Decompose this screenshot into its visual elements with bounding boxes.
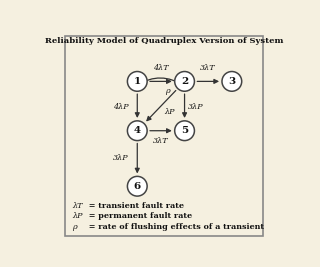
Text: 4: 4: [134, 126, 141, 135]
Text: 2: 2: [181, 77, 188, 86]
Text: = transient fault rate: = transient fault rate: [86, 202, 184, 210]
Text: 1: 1: [134, 77, 141, 86]
Circle shape: [175, 121, 195, 141]
Circle shape: [127, 72, 147, 91]
Circle shape: [127, 121, 147, 141]
Circle shape: [175, 72, 195, 91]
Text: 3λP: 3λP: [188, 103, 204, 111]
Circle shape: [127, 176, 147, 196]
Text: 4λP: 4λP: [113, 103, 129, 111]
Text: 3: 3: [228, 77, 236, 86]
Text: 6: 6: [134, 182, 141, 191]
Text: λT: λT: [73, 202, 83, 210]
Text: 3λT: 3λT: [153, 137, 169, 145]
Text: = rate of flushing effects of a transient: = rate of flushing effects of a transien…: [86, 223, 264, 231]
Circle shape: [222, 72, 242, 91]
Text: 5: 5: [181, 126, 188, 135]
Text: = permanent fault rate: = permanent fault rate: [86, 213, 192, 221]
Text: 3λP: 3λP: [113, 155, 129, 163]
Text: 3λT: 3λT: [200, 64, 216, 72]
FancyArrowPatch shape: [138, 78, 184, 86]
Text: ρ: ρ: [73, 223, 77, 231]
Text: Reliability Model of Quadruplex Version of System: Reliability Model of Quadruplex Version …: [45, 37, 283, 45]
Text: ρ: ρ: [165, 87, 170, 95]
Text: λP: λP: [73, 213, 83, 221]
Text: 4λT: 4λT: [153, 64, 169, 72]
Text: λP: λP: [164, 108, 174, 116]
